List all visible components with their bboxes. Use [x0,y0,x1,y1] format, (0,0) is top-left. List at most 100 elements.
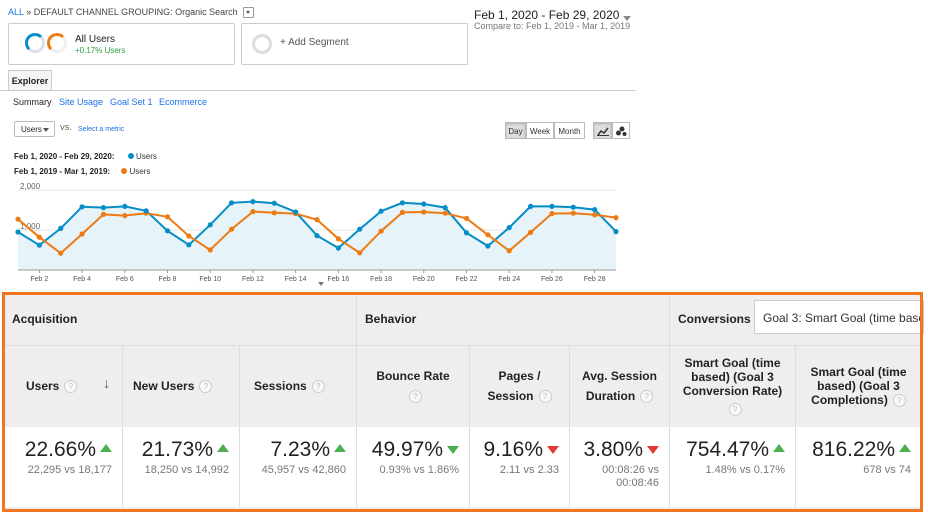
x-tick-label: Feb 16 [327,276,349,283]
segment-compare-ring-icon [47,33,67,53]
goal-select[interactable]: Goal 3: Smart Goal (time based) [754,300,924,334]
arrow-up-icon [217,444,229,453]
data-point-current [485,243,491,249]
metric-cell: 49.97% 0.93% vs 1.86% [357,427,470,507]
help-icon[interactable]: ? [640,390,654,404]
data-point-current [421,201,427,207]
users-line-chart[interactable]: 2,000 1,000 Feb 2 Feb 4 Feb 6 Feb 8 Feb 10 Feb … [0,178,636,288]
header-line: Pages / [498,368,541,383]
header-line: Users [26,378,60,393]
metric-cell: 3.80% 00:08:26 vs 00:08:46 [570,427,670,507]
data-point-current [36,242,42,248]
column-header[interactable]: Avg. Session Duration? [570,346,670,426]
data-point-current [79,204,85,210]
add-segment-button[interactable]: + Add Segment [241,23,468,65]
help-icon[interactable]: ? [538,390,552,404]
data-point-current [271,200,277,206]
data-point-previous [100,211,107,217]
data-point-current [58,225,64,231]
help-icon[interactable]: ? [728,403,742,417]
day-button[interactable]: Day [505,122,526,139]
sort-arrow-icon[interactable]: ↓ [103,375,110,391]
x-tick-label: Feb 8 [159,276,177,283]
column-header[interactable]: Sessions? [240,346,357,426]
legend-dot-icon [127,153,134,159]
legend-range: Feb 1, 2020 - Feb 29, 2020: [14,152,115,161]
metric-select[interactable]: Users [14,121,55,137]
chart-resize-handle[interactable] [316,281,326,287]
date-range[interactable]: Feb 1, 2020 - Feb 29, 2020 [474,8,620,22]
column-header[interactable]: Smart Goal (time based) (Goal 3 Completion… [796,346,921,426]
x-tick-label: Feb 24 [498,276,520,283]
column-header[interactable]: Users? ↓ [4,346,123,426]
data-point-current [314,233,320,239]
data-point-previous [271,210,277,216]
data-point-previous [314,217,320,223]
legend-range: Feb 1, 2019 - Mar 1, 2019: [14,167,111,176]
help-icon[interactable]: ? [892,394,906,408]
divider [4,345,921,346]
select-metric-link[interactable]: Select a metric [78,126,125,133]
data-point-previous [15,216,21,222]
compare-values: 00:08:26 vs [602,464,659,476]
motion-chart-view-button[interactable] [612,122,630,139]
compare-values: 0.93% vs 1.86% [379,464,460,476]
header-line: based) (Goal 3 [817,378,900,393]
data-point-current [442,205,448,211]
change-percent: 3.80% [583,438,643,461]
help-icon[interactable]: ? [409,389,422,403]
column-header[interactable]: Bounce Rate? [357,346,470,426]
change-percent: 21.73% [141,438,213,461]
subnav-summary[interactable]: Summary [13,97,52,107]
metric-cell: 7.23% 45,957 vs 42,860 [240,427,357,507]
compare-values-cont: 00:08:46 [616,477,659,489]
month-button[interactable]: Month [554,122,585,139]
column-header[interactable]: New Users? [123,346,240,426]
legend-series: Users [135,152,157,161]
data-point-current [100,205,107,211]
data-point-current [164,228,171,234]
help-icon[interactable]: ? [311,380,325,394]
data-point-current [570,204,576,210]
compare-values: 22,295 vs 18,177 [27,464,112,476]
legend-series: Users [129,167,151,176]
column-header[interactable]: Smart Goal (time based) (Goal 3 Conversion… [670,346,796,426]
column-header[interactable]: Pages / Session? [470,346,570,426]
week-button[interactable]: Week [526,122,554,139]
highlight-frame [2,292,923,512]
metric-cell: 21.73% 18,250 vs 14,992 [123,427,240,507]
compare-date-range[interactable]: Compare to: Feb 1, 2019 - Mar 1, 2019 [474,21,631,31]
data-point-previous [463,215,470,221]
dimension-dropdown-icon[interactable] [243,7,255,19]
subnav-ecommerce[interactable]: Ecommerce [159,97,208,107]
data-point-previous [570,210,576,216]
x-tick-label: Feb 26 [541,276,563,283]
help-icon[interactable]: ? [64,380,78,394]
data-point-previous [378,228,384,234]
metric-cell: 816.22% 678 vs 74 [796,427,921,507]
data-point-current [143,208,149,214]
bubble-chart-icon [616,126,627,136]
segment-all-users[interactable]: All Users +0.17% Users [8,23,235,65]
data-point-current [399,200,406,206]
legend-dot-icon [121,168,128,174]
breadcrumb-all-link[interactable]: ALL [8,7,24,17]
empty-segment-ring-icon [252,34,272,54]
date-range-chevron-down-icon[interactable] [623,16,631,21]
data-point-previous [527,229,534,235]
segment-name: All Users [75,34,116,45]
data-point-current [207,222,213,228]
data-point-previous [164,214,171,220]
group-conversions-label: Conversions [678,312,751,326]
breadcrumb-path: DEFAULT CHANNEL GROUPING: Organic Search [33,7,238,17]
subnav-site-usage[interactable]: Site Usage [59,97,104,107]
header-line: Sessions [254,378,307,393]
compare-values: 1.48% vs 0.17% [705,464,786,476]
tab-explorer[interactable]: Explorer [8,70,52,91]
data-point-current [228,200,235,206]
x-tick-label: Feb 18 [370,276,392,283]
subnav-goal-set-1[interactable]: Goal Set 1 [110,97,153,107]
help-icon[interactable]: ? [199,380,213,394]
data-point-previous [186,233,192,239]
line-chart-view-button[interactable] [593,122,612,139]
